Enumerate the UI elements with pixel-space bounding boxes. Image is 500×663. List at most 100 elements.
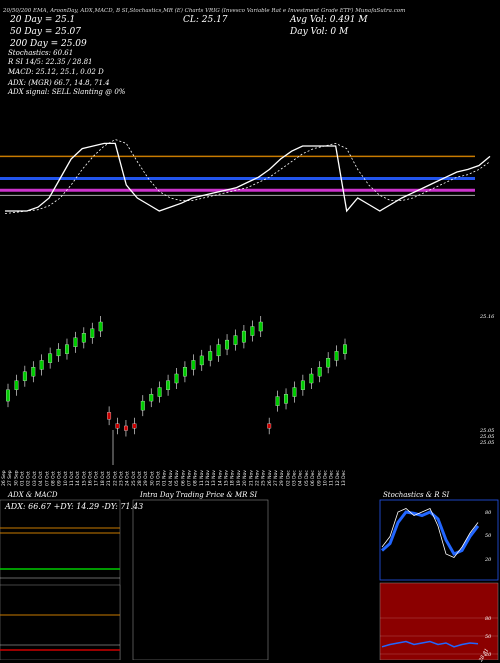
x-date-label: 12 Dec <box>335 470 341 486</box>
candle-body <box>174 373 179 384</box>
candle-body <box>292 387 297 397</box>
candle-body <box>39 360 44 370</box>
candle-body <box>48 353 53 363</box>
candle-body <box>334 351 339 361</box>
x-date-label: 16 Oct <box>88 471 94 486</box>
x-date-label: 30 Sep <box>13 470 19 486</box>
x-date-label: 29 Oct <box>143 471 149 486</box>
x-date-label: 14 Nov <box>217 470 223 486</box>
candle-body <box>56 348 61 357</box>
candle-body <box>182 367 187 377</box>
candle-body <box>90 328 95 338</box>
x-date-label: 03 Oct <box>32 471 38 486</box>
price-right-label-b3: 25.05 <box>480 440 495 446</box>
series-line-0 <box>5 142 491 213</box>
x-date-label: 15 Nov <box>224 470 230 486</box>
x-date-label: 11 Oct <box>69 471 75 486</box>
rsi-line <box>381 640 479 648</box>
x-date-label: 06 Nov <box>180 470 186 486</box>
x-date-label: 03 Dec <box>292 470 298 486</box>
x-date-label: 25 Oct <box>131 471 137 486</box>
x-date-label: 01 Nov <box>162 470 168 486</box>
ema200-label: 200 Day = 25.09 <box>10 39 87 49</box>
x-date-label: 15 Oct <box>81 471 87 486</box>
candle-body <box>326 358 331 368</box>
candle-body <box>309 373 314 384</box>
stoch-panel-title: Stochastics & R SI <box>383 491 450 499</box>
candle-body <box>300 380 305 390</box>
x-date-label: 21 Oct <box>106 471 112 486</box>
x-date-label: 08 Nov <box>193 470 199 486</box>
x-date-label: 08 Oct <box>50 471 56 486</box>
x-date-label: 20 Nov <box>242 470 248 486</box>
macd-label: MACD: 25.12, 25.1, 0.02 D <box>8 68 104 76</box>
candle-body <box>98 321 103 332</box>
candle-body <box>233 335 238 345</box>
candle-body <box>31 367 36 377</box>
candle-body <box>81 333 86 343</box>
candle-body <box>191 360 196 370</box>
x-date-label: 05 Nov <box>174 470 180 486</box>
x-date-label: 24 Oct <box>125 471 131 486</box>
candlestick-chart: 26 Sep 27 Sep 30 Sep 01 Oct 02 Oct 03 Oct 04 O… <box>1 316 347 486</box>
candle-body <box>250 326 255 336</box>
candle-body <box>22 371 27 381</box>
header-title: 20/50/200 EMA, AroonDay, ADX,MACD, B SI,… <box>3 8 406 14</box>
ema20-label: 20 Day = 25.1 <box>10 15 76 25</box>
x-date-label: 26 Nov <box>267 470 273 486</box>
candle-body <box>140 400 145 411</box>
x-date-label: 23 Oct <box>118 471 124 486</box>
stoch-tick-20: 20 <box>485 557 492 563</box>
price-right-label-b1: 25.05 <box>480 428 495 434</box>
x-date-label: 05 Dec <box>304 470 310 486</box>
stoch-tick-50: 50 <box>485 533 492 539</box>
x-date-label: 19 Nov <box>236 470 242 486</box>
stoch-d-line <box>381 510 480 556</box>
x-date-label: 29 Nov <box>279 470 285 486</box>
candle-body <box>65 344 69 354</box>
rsi-tick-80: 80 <box>485 616 492 622</box>
x-date-label: 07 Oct <box>44 471 50 486</box>
candle-body <box>107 412 112 420</box>
x-date-label: 04 Oct <box>38 471 44 486</box>
candle-body <box>132 423 137 429</box>
adx-signal-label: ADX signal: SELL Slanting @ 0% <box>8 88 126 96</box>
stochastics-label: Stochastics: 60.61 <box>8 49 74 57</box>
candle-body <box>267 423 272 429</box>
x-date-label: 30 Oct <box>149 471 155 486</box>
rsi-tick-50: 50 <box>485 634 492 640</box>
x-date-label: 14 Oct <box>75 471 81 486</box>
x-date-label: 09 Dec <box>316 470 322 486</box>
avg-volume-label: Avg Vol: 0.491 M <box>290 15 368 25</box>
candle-body <box>275 396 280 406</box>
rsi-panel <box>379 582 499 660</box>
adx-label: ADX: (MGR) 66.7, 14.8, 71.4 <box>8 79 110 87</box>
x-date-label: 28 Oct <box>137 471 143 486</box>
stoch-k-line <box>381 507 479 558</box>
candle-body <box>208 351 213 361</box>
candle-body <box>115 423 120 429</box>
x-date-label: 13 Dec <box>341 470 347 486</box>
x-date-label: 11 Dec <box>329 470 335 486</box>
bands-label: R SI 14/5: 22.35 / 28.81 <box>8 58 93 66</box>
x-date-label: 18 Nov <box>230 470 236 486</box>
candle-body <box>225 339 229 350</box>
x-date-label: 22 Nov <box>254 470 260 486</box>
x-date-label: 02 Dec <box>285 470 291 486</box>
candle-body <box>124 425 128 431</box>
x-date-label: 09 Oct <box>57 471 63 486</box>
x-date-label: 10 Dec <box>322 470 328 486</box>
day-volume-label: Day Vol: 0 M <box>290 27 349 37</box>
candle-body <box>284 394 288 404</box>
adx-values-label: ADX: 66.67 +DY: 14.29 -DY: 71.43 <box>5 502 144 511</box>
intraday-panel-title: Intra Day Trading Price & MR SI <box>140 491 258 499</box>
x-date-label: 04 Dec <box>298 470 304 486</box>
candle-body <box>199 355 204 366</box>
rsi-tick-20: 20 <box>485 652 492 658</box>
x-date-label: 02 Oct <box>26 471 32 486</box>
x-date-label: 31 Oct <box>156 471 162 486</box>
x-date-label: 18 Oct <box>100 471 106 486</box>
x-date-label: 01 Oct <box>20 471 26 486</box>
price-right-label-top: 25.16 <box>480 314 495 320</box>
